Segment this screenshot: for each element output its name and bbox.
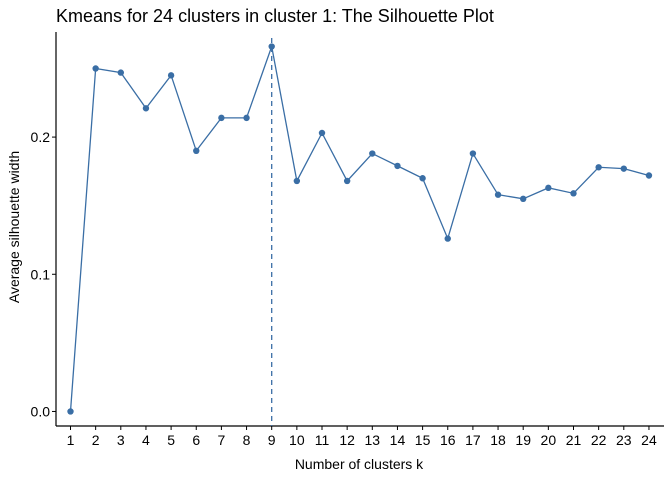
data-point [570, 190, 577, 197]
data-point [67, 408, 74, 415]
data-point [243, 114, 250, 122]
x-tick-label: 17 [465, 432, 481, 448]
x-tick-label: 16 [440, 432, 456, 448]
y-tick-label: 0.2 [31, 129, 51, 145]
data-point [218, 114, 225, 122]
data-point [595, 164, 602, 171]
y-tick-label: 0.0 [31, 403, 51, 419]
x-tick-label: 4 [142, 432, 150, 448]
x-tick-label: 3 [117, 432, 125, 448]
data-point [545, 184, 552, 192]
data-point [520, 195, 527, 203]
y-axis-title: Average silhouette width [6, 151, 22, 303]
data-point [318, 129, 326, 137]
data-point [293, 177, 301, 185]
data-point [268, 43, 275, 50]
data-point [494, 191, 502, 198]
chart-title: Kmeans for 24 clusters in cluster 1: The… [56, 6, 494, 26]
x-tick-label: 2 [92, 432, 100, 448]
x-tick-label: 11 [315, 432, 330, 448]
x-tick-label: 20 [541, 432, 557, 448]
x-tick-label: 8 [243, 432, 251, 448]
x-tick-label: 15 [415, 432, 431, 448]
data-point [469, 150, 477, 157]
x-tick-label: 19 [515, 432, 531, 448]
x-tick-label: 24 [641, 432, 657, 448]
x-tick-label: 1 [67, 432, 75, 448]
data-point [92, 65, 99, 72]
x-tick-label: 23 [616, 432, 632, 448]
data-point [394, 162, 401, 170]
x-tick-label: 14 [390, 432, 406, 448]
data-point [620, 165, 627, 172]
data-point [167, 72, 175, 79]
x-tick-label: 12 [339, 432, 355, 448]
data-point [419, 175, 426, 182]
plot-area: 0.00.10.21 2 3 4 5 6 7 8 9 10 11 12 13 14 15 16 17 18 19 20… [31, 32, 664, 448]
data-point [343, 177, 351, 185]
x-tick-label: 9 [268, 432, 276, 448]
x-axis-title: Number of clusters k [295, 456, 424, 472]
x-tick-label: 18 [490, 432, 506, 448]
x-tick-label: 22 [591, 432, 607, 448]
data-point [117, 69, 125, 76]
x-tick-label: 6 [192, 432, 200, 448]
x-tick-label: 5 [167, 432, 175, 448]
y-tick-label: 0.1 [31, 266, 51, 282]
data-point [193, 147, 200, 155]
data-point [142, 105, 150, 112]
series-line [69, 44, 650, 412]
x-tick-label: 21 [566, 432, 582, 448]
data-point [369, 150, 376, 157]
data-point [444, 235, 451, 242]
x-tick-label: 10 [289, 432, 305, 448]
x-tick-label: 7 [218, 432, 226, 448]
data-point [645, 172, 653, 179]
x-tick-label: 13 [365, 432, 381, 448]
